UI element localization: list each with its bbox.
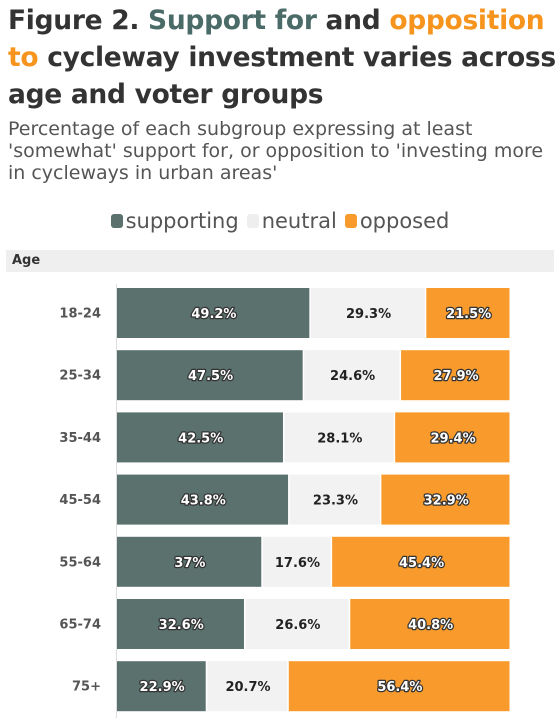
category-label: 45-54 — [59, 493, 101, 508]
title-and: and — [325, 5, 381, 36]
category-label: 35-44 — [59, 431, 101, 446]
legend-item-opposed: opposed — [344, 209, 450, 233]
bar-neutral — [310, 288, 425, 338]
bar-supporting — [117, 536, 262, 587]
data-label-neutral: 28.1% — [317, 431, 362, 446]
title-oppose: opposition to — [8, 5, 545, 73]
data-label-opposed: 45.4% — [399, 556, 444, 571]
data-label-neutral: 20.7% — [225, 680, 270, 695]
data-label-opposed: 21.5% — [446, 307, 491, 322]
category-label: 18-24 — [59, 307, 101, 322]
bar-neutral — [284, 412, 394, 463]
data-label-opposed: 56.4% — [377, 680, 422, 695]
bar-neutral — [304, 350, 400, 401]
bar-neutral — [262, 536, 331, 587]
legend-label-neutral: neutral — [261, 209, 337, 233]
data-label-supporting: 42.5% — [178, 431, 223, 446]
data-label-supporting: 49.2% — [191, 307, 236, 322]
bar-neutral — [245, 599, 349, 649]
bar-supporting — [117, 412, 283, 463]
bar-opposed — [350, 599, 510, 649]
bar-supporting — [117, 474, 289, 525]
legend-label-supporting: supporting — [125, 209, 239, 233]
legend: supporting neutral opposed — [0, 207, 560, 235]
category-label: 55-64 — [59, 555, 101, 570]
legend-swatch-neutral — [246, 214, 259, 228]
bar-opposed — [401, 350, 510, 401]
chart-title: Figure 2. Support for and opposition to … — [8, 2, 556, 113]
bar-opposed — [332, 536, 510, 587]
group-header-age: Age — [6, 250, 554, 272]
category-label: 75+ — [72, 680, 101, 695]
title-support: Support for — [148, 5, 317, 36]
legend-item-supporting: supporting — [110, 209, 239, 233]
bar-supporting — [117, 288, 310, 338]
bar-opposed — [395, 412, 510, 463]
data-label-supporting: 32.6% — [159, 618, 204, 633]
data-label-neutral: 23.3% — [313, 494, 358, 509]
bar-neutral — [207, 661, 288, 712]
title-prefix: Figure 2. — [8, 5, 140, 36]
data-label-opposed: 29.4% — [431, 431, 476, 446]
category-label: 25-34 — [59, 369, 101, 384]
legend-swatch-opposed — [344, 214, 357, 228]
title-rest: cycleway investment varies across age an… — [8, 42, 556, 110]
data-label-opposed: 40.8% — [408, 618, 453, 633]
bar-supporting — [117, 661, 206, 712]
bar-supporting — [117, 350, 303, 401]
chart-subtitle: Percentage of each subgroup expressing a… — [8, 118, 544, 184]
category-label: 65-74 — [59, 618, 101, 633]
legend-label-opposed: opposed — [359, 209, 450, 233]
data-label-supporting: 43.8% — [181, 494, 226, 509]
legend-item-neutral: neutral — [246, 209, 337, 233]
data-label-neutral: 26.6% — [275, 618, 320, 633]
data-label-supporting: 22.9% — [140, 680, 185, 695]
bar-opposed — [288, 661, 510, 712]
legend-swatch-supporting — [110, 214, 123, 228]
data-label-supporting: 47.5% — [188, 369, 233, 384]
bar-opposed — [381, 474, 510, 525]
bar-supporting — [117, 599, 244, 649]
data-label-neutral: 24.6% — [330, 369, 375, 384]
bar-opposed — [426, 288, 510, 338]
data-label-neutral: 17.6% — [275, 556, 320, 571]
bar-neutral — [289, 474, 380, 525]
data-label-opposed: 27.9% — [433, 369, 478, 384]
data-label-neutral: 29.3% — [346, 307, 391, 322]
data-label-supporting: 37% — [174, 556, 205, 571]
data-label-opposed: 32.9% — [424, 494, 469, 509]
